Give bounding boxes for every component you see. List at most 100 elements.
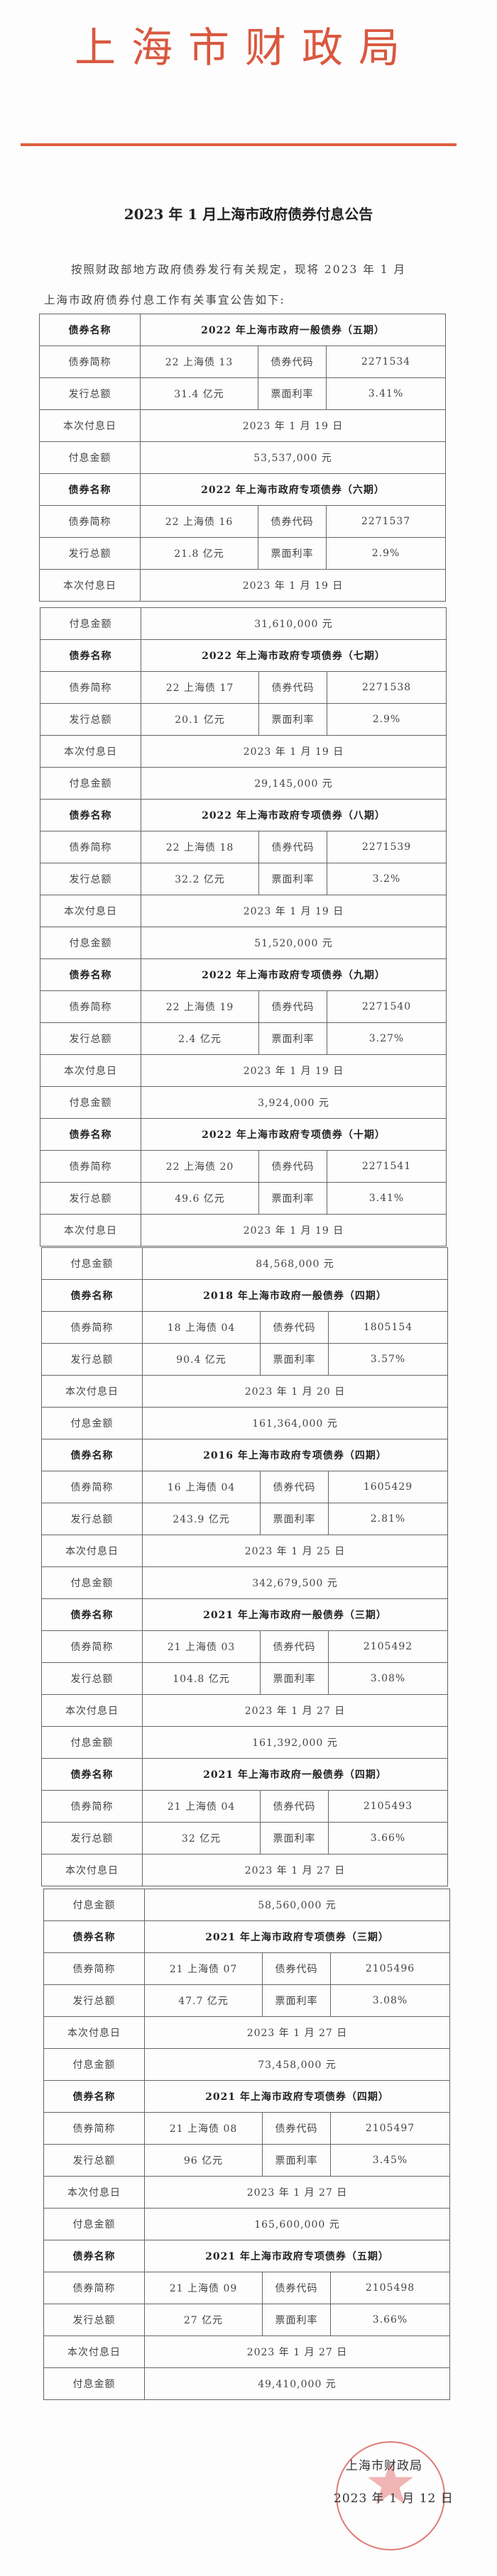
cell-label-name: 债券名称 [43,2080,145,2113]
table-row-amount: 发行总额 49.6 亿元 票面利率 3.41% [40,1182,447,1215]
cell-value-amount: 20.1 亿元 [141,703,259,736]
cell-value-short: 22 上海债 19 [141,990,259,1023]
cell-label-amount: 发行总额 [39,377,141,410]
table-row-interest: 付息金额 51,520,000 元 [40,927,447,959]
cell-value-short: 22 上海债 18 [141,831,259,863]
cell-label-amount: 发行总额 [41,1503,143,1535]
cell-label-date: 本次付息日 [43,2335,145,2368]
cell-value-amount: 2.81% [328,1503,448,1535]
cell-value-name: 2021 年上海市政府一般债券（四期） [142,1758,448,1791]
cell-value-short: 2271539 [327,831,447,863]
cell-label-short: 债券代码 [262,1952,331,1985]
cell-label-name: 债券名称 [39,473,141,506]
table-row-interest: 付息金额 53,537,000 元 [39,441,447,474]
bond-table-page-3: 付息金额 84,568,000 元债券名称 2018 年上海市政府一般债券（四期）债… [41,1247,448,1886]
cell-value-amount: 2.4 亿元 [141,1022,259,1055]
cell-label-name: 债券名称 [43,2240,145,2272]
cell-label-date: 本次付息日 [41,1375,143,1408]
cell-label-short: 债券代码 [260,1471,329,1503]
table-row-name: 债券名称 2021 年上海市政府一般债券（三期） [41,1598,448,1631]
cell-label-amount: 票面利率 [258,863,327,895]
cell-label-date: 本次付息日 [39,409,141,442]
cell-value-date: 2023 年 1 月 25 日 [142,1535,448,1567]
cell-label-amount: 票面利率 [260,1503,329,1535]
cell-label-short: 债券简称 [41,1471,143,1503]
table-row-interest: 付息金额 58,560,000 元 [43,1889,450,1921]
table-row-amount: 发行总额 20.1 亿元 票面利率 2.9% [40,703,447,736]
cell-label-date: 本次付息日 [40,1214,141,1246]
cell-value-amount: 27 亿元 [144,2304,263,2336]
cell-label-date: 本次付息日 [41,1535,143,1567]
table-row-interest: 付息金额 161,392,000 元 [41,1726,448,1759]
cell-value-name: 2021 年上海市政府专项债券（三期） [144,1920,450,1953]
cell-label-name: 债券名称 [40,958,141,991]
table-row-date: 本次付息日 2023 年 1 月 27 日 [43,2176,450,2209]
cell-value-short: 21 上海债 08 [144,2112,263,2145]
cell-label-short: 债券简称 [40,831,141,863]
cell-value-name: 2016 年上海市政府专项债券（四期） [142,1439,448,1471]
cell-label-name: 债券名称 [41,1279,143,1312]
cell-label-amount: 票面利率 [258,377,327,410]
cell-label-short: 债券代码 [258,505,327,538]
table-row-interest: 付息金额 161,364,000 元 [41,1407,448,1439]
cell-value-name: 2022 年上海市政府专项债券（六期） [139,473,447,506]
cell-label-interest: 付息金额 [40,927,141,959]
cell-value-amount: 3.41% [325,377,447,410]
cell-label-short: 债券代码 [258,671,327,704]
cell-value-amount: 104.8 亿元 [142,1662,261,1695]
cell-value-short: 18 上海债 04 [142,1311,261,1344]
cell-label-amount: 发行总额 [41,1343,143,1376]
table-row-name: 债券名称 2021 年上海市政府专项债券（四期） [43,2080,450,2113]
cell-value-date: 2023 年 1 月 19 日 [139,569,447,602]
cell-value-short: 2105492 [328,1630,448,1663]
table-row-amount: 发行总额 27 亿元 票面利率 3.66% [43,2304,450,2336]
cell-label-amount: 发行总额 [40,1022,141,1055]
cell-label-short: 债券代码 [262,2112,331,2145]
cell-label-name: 债券名称 [40,1118,141,1151]
letterhead-divider [21,143,457,146]
cell-value-date: 2023 年 1 月 19 日 [141,1214,447,1246]
cell-label-amount: 发行总额 [39,537,141,570]
cell-label-short: 债券代码 [262,2272,331,2304]
table-row-short: 债券简称 21 上海债 09 债券代码 2105498 [43,2272,450,2304]
table-row-interest: 付息金额 31,610,000 元 [40,607,447,640]
cell-value-amount: 49.6 亿元 [141,1182,259,1215]
cell-value-short: 2105496 [330,1952,450,1985]
cell-label-interest: 付息金额 [40,1086,141,1119]
table-row-short: 债券简称 22 上海债 16 债券代码 2271537 [39,505,447,538]
cell-label-name: 债券名称 [39,314,141,346]
cell-label-amount: 发行总额 [43,2304,145,2336]
cell-value-interest: 31,610,000 元 [141,607,447,640]
table-row-name: 债券名称 2016 年上海市政府专项债券（四期） [41,1439,448,1471]
cell-value-amount: 3.66% [330,2304,450,2336]
table-row-date: 本次付息日 2023 年 1 月 19 日 [40,1214,447,1246]
bond-table-page-2: 付息金额 31,610,000 元债券名称 2022 年上海市政府专项债券（七期）债… [40,607,447,1246]
table-row-amount: 发行总额 47.7 亿元 票面利率 3.08% [43,1984,450,2017]
cell-value-interest: 53,537,000 元 [139,441,447,474]
cell-value-short: 21 上海债 09 [144,2272,263,2304]
table-row-interest: 付息金额 29,145,000 元 [40,767,447,800]
cell-label-amount: 发行总额 [41,1662,143,1695]
table-row-interest: 付息金额 3,924,000 元 [40,1086,447,1119]
table-row-name: 债券名称 2022 年上海市政府一般债券（五期） [39,314,447,346]
table-row-short: 债券简称 22 上海债 19 债券代码 2271540 [40,990,447,1023]
cell-label-short: 债券代码 [258,346,327,378]
cell-label-date: 本次付息日 [41,1854,143,1886]
cell-value-short: 21 上海债 07 [144,1952,263,1985]
cell-label-interest: 付息金额 [41,1247,143,1280]
table-row-name: 债券名称 2022 年上海市政府专项债券（十期） [40,1118,447,1151]
table-row-short: 债券简称 21 上海债 04 债券代码 2105493 [41,1790,448,1823]
signature-date: 2023 年 1 月 12 日 [334,2492,454,2506]
page-title: 2023 年 1 月上海市政府债券付息公告 [124,206,373,223]
cell-value-short: 2105493 [328,1790,448,1823]
cell-label-interest: 付息金额 [40,767,141,800]
cell-value-amount: 2.9% [325,537,447,570]
cell-label-amount: 发行总额 [43,2144,145,2177]
table-row-name: 债券名称 2021 年上海市政府专项债券（三期） [43,1920,450,1953]
cell-value-amount: 3.08% [330,1984,450,2017]
cell-value-short: 2271540 [327,990,447,1023]
cell-value-date: 2023 年 1 月 19 日 [139,409,447,442]
cell-value-short: 1805154 [328,1311,448,1344]
cell-label-date: 本次付息日 [41,1694,143,1727]
cell-label-short: 债券简称 [43,2272,145,2304]
